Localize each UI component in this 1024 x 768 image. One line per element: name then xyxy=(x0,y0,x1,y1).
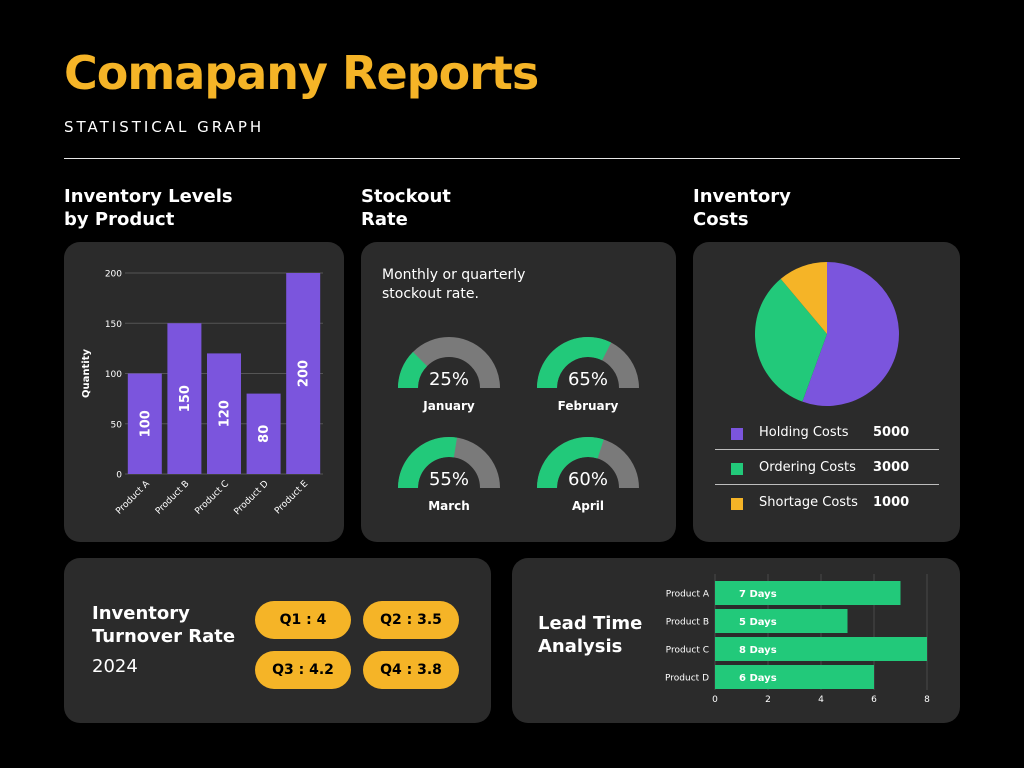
legend-value-holding: 5000 xyxy=(873,425,910,440)
bar xyxy=(715,665,874,689)
bar-data-label: 5 Days xyxy=(739,617,777,628)
inventory-levels-heading: Inventory Levels by Product xyxy=(64,186,233,230)
legend-value-shortage: 1000 xyxy=(873,495,910,510)
legend-swatch-holding xyxy=(731,428,743,440)
gauge-fill xyxy=(398,437,457,489)
gauge-value-label: 65% xyxy=(568,369,608,390)
bar xyxy=(286,273,321,474)
bar-data-label: 120 xyxy=(218,400,233,427)
legend-row-shortage: Shortage Costs 1000 xyxy=(715,486,939,520)
y-tick-label: 200 xyxy=(105,270,122,280)
y-axis-label: Quantity xyxy=(81,349,92,398)
x-tick-label: Product C xyxy=(193,479,231,517)
turnover-heading: Inventory Turnover Rate xyxy=(92,603,236,647)
x-tick-label: Product D xyxy=(233,479,271,517)
bar-data-label: 6 Days xyxy=(739,673,777,684)
gauge-fill xyxy=(537,437,604,489)
stockout-heading: Stockout Rate xyxy=(361,186,451,230)
stockout-card: Monthly or quarterly stockout rate. 25% J… xyxy=(361,242,676,542)
inventory-levels-card: 0 50 100 150 200 Quantity 100 Product A 150 Produ… xyxy=(64,242,344,542)
quarter-badge-q2: Q2 : 3.5 xyxy=(363,601,459,639)
legend-value-ordering: 3000 xyxy=(873,460,910,475)
gauge-value-label: 60% xyxy=(568,469,608,490)
y-tick-label: Product B xyxy=(666,618,709,628)
bar xyxy=(715,609,848,633)
turnover-year: 2024 xyxy=(92,656,138,677)
y-tick-label: 150 xyxy=(105,320,122,330)
turnover-card: Inventory Turnover Rate 2024 Q1 : 4 Q2 :… xyxy=(64,558,491,723)
bar xyxy=(207,353,241,474)
y-tick-label: Product D xyxy=(665,674,709,684)
gauge-month-label: February xyxy=(558,399,619,413)
pie-slice xyxy=(780,262,827,334)
pie-slice xyxy=(755,278,827,402)
bar xyxy=(246,393,281,474)
stockout-gauges: 25% January 65% February 55% March 60% April xyxy=(398,337,639,513)
gauge-month-label: March xyxy=(428,499,470,513)
x-tick-label: 8 xyxy=(924,695,930,705)
bar-data-label: 200 xyxy=(297,360,312,387)
quarter-badge-q4: Q4 : 3.8 xyxy=(363,651,459,689)
lead-time-bar-chart: 0 2 4 6 8 7 Days Product A 5 Days Product B 8 Day… xyxy=(665,574,930,705)
page-subtitle: STATISTICAL GRAPH xyxy=(64,118,265,136)
stockout-description: Monthly or quarterly stockout rate. xyxy=(382,267,526,302)
gauge-value-label: 55% xyxy=(429,469,469,490)
y-tick-label: 100 xyxy=(105,370,122,380)
bar-data-label: 8 Days xyxy=(739,645,777,656)
gauge-fill xyxy=(537,337,612,389)
bar-data-label: 7 Days xyxy=(739,589,777,600)
bar xyxy=(715,581,901,605)
legend-divider xyxy=(715,449,939,450)
inventory-costs-card: Holding Costs 5000 Ordering Costs 3000 S… xyxy=(693,242,960,542)
pie-slice xyxy=(802,262,899,406)
x-tick-label: Product B xyxy=(154,479,192,517)
x-tick-label: 4 xyxy=(818,695,824,705)
gauge-month-label: January xyxy=(422,399,475,413)
y-tick-label: 50 xyxy=(111,420,123,430)
lead-time-card: Lead Time Analysis 0 2 4 6 8 7 Days Product A 5… xyxy=(512,558,960,723)
bar-data-label: 150 xyxy=(178,385,193,412)
legend-label-shortage: Shortage Costs xyxy=(759,495,858,510)
lead-time-heading: Lead Time Analysis xyxy=(538,613,643,657)
header-divider xyxy=(64,158,960,159)
bar-data-label: 80 xyxy=(257,425,272,443)
bar xyxy=(127,373,162,474)
legend-swatch-shortage xyxy=(731,498,743,510)
inventory-costs-pie xyxy=(755,262,899,406)
legend-divider xyxy=(715,484,939,485)
inventory-bar-chart: 0 50 100 150 200 Quantity 100 Product A 150 Produ… xyxy=(81,270,323,517)
x-tick-label: 6 xyxy=(871,695,877,705)
x-tick-label: Product A xyxy=(114,478,152,516)
x-tick-label: 2 xyxy=(765,695,771,705)
legend-row-ordering: Ordering Costs 3000 xyxy=(715,451,939,485)
bar xyxy=(715,637,927,661)
legend-swatch-ordering xyxy=(731,463,743,475)
y-tick-label: Product A xyxy=(666,590,710,600)
page-title: Comapany Reports xyxy=(64,46,539,100)
legend-label-holding: Holding Costs xyxy=(759,425,849,440)
gauge-month-label: April xyxy=(572,499,604,513)
bar xyxy=(167,323,202,474)
legend-row-holding: Holding Costs 5000 xyxy=(715,416,939,450)
quarter-badge-q1: Q1 : 4 xyxy=(255,601,351,639)
y-tick-label: 0 xyxy=(116,471,122,481)
gauge-value-label: 25% xyxy=(429,369,469,390)
inventory-costs-heading: Inventory Costs xyxy=(693,186,791,230)
gauge-fill xyxy=(398,351,428,389)
legend-label-ordering: Ordering Costs xyxy=(759,460,856,475)
y-tick-label: Product C xyxy=(666,646,709,656)
x-tick-label: 0 xyxy=(712,695,718,705)
x-tick-label: Product E xyxy=(273,479,310,516)
bar-data-label: 100 xyxy=(138,410,153,437)
quarter-badge-q3: Q3 : 4.2 xyxy=(255,651,351,689)
